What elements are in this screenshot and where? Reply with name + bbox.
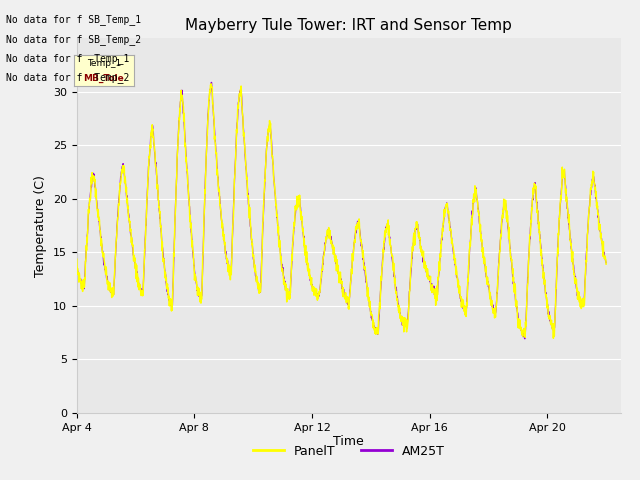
- AM25T: [602, 260, 610, 265]
- AM25T: [104, 281, 112, 287]
- Title: Mayberry Tule Tower: IRT and Sensor Temp: Mayberry Tule Tower: IRT and Sensor Temp: [186, 18, 512, 33]
- PanelT: [207, 81, 215, 87]
- Text: No data for f SB_Temp_2: No data for f SB_Temp_2: [6, 34, 141, 45]
- AM25T: [355, 221, 363, 227]
- PanelT: [355, 218, 363, 224]
- Text: No data for f  Temp_2: No data for f Temp_2: [6, 72, 130, 83]
- Y-axis label: Temperature (C): Temperature (C): [35, 175, 47, 276]
- PanelT: [530, 191, 538, 196]
- AM25T: [207, 80, 215, 85]
- AM25T: [73, 260, 81, 265]
- Text: No data for f  Temp_1: No data for f Temp_1: [6, 53, 130, 64]
- PanelT: [300, 236, 308, 241]
- Legend: PanelT, AM25T: PanelT, AM25T: [248, 440, 450, 463]
- Text: No data for f SB_Temp_1: No data for f SB_Temp_1: [6, 14, 141, 25]
- AM25T: [530, 186, 538, 192]
- PanelT: [550, 336, 557, 341]
- Text: Temp_1: Temp_1: [87, 60, 121, 69]
- PanelT: [104, 279, 112, 285]
- PanelT: [413, 221, 421, 227]
- AM25T: [300, 239, 308, 244]
- AM25T: [413, 223, 421, 228]
- Line: PanelT: PanelT: [77, 84, 606, 338]
- AM25T: [309, 286, 317, 291]
- Text: MB_Tole: MB_Tole: [84, 74, 124, 83]
- AM25T: [521, 336, 529, 342]
- X-axis label: Time: Time: [333, 435, 364, 448]
- PanelT: [309, 284, 317, 289]
- PanelT: [602, 261, 610, 267]
- Line: AM25T: AM25T: [77, 83, 606, 339]
- PanelT: [73, 256, 81, 262]
